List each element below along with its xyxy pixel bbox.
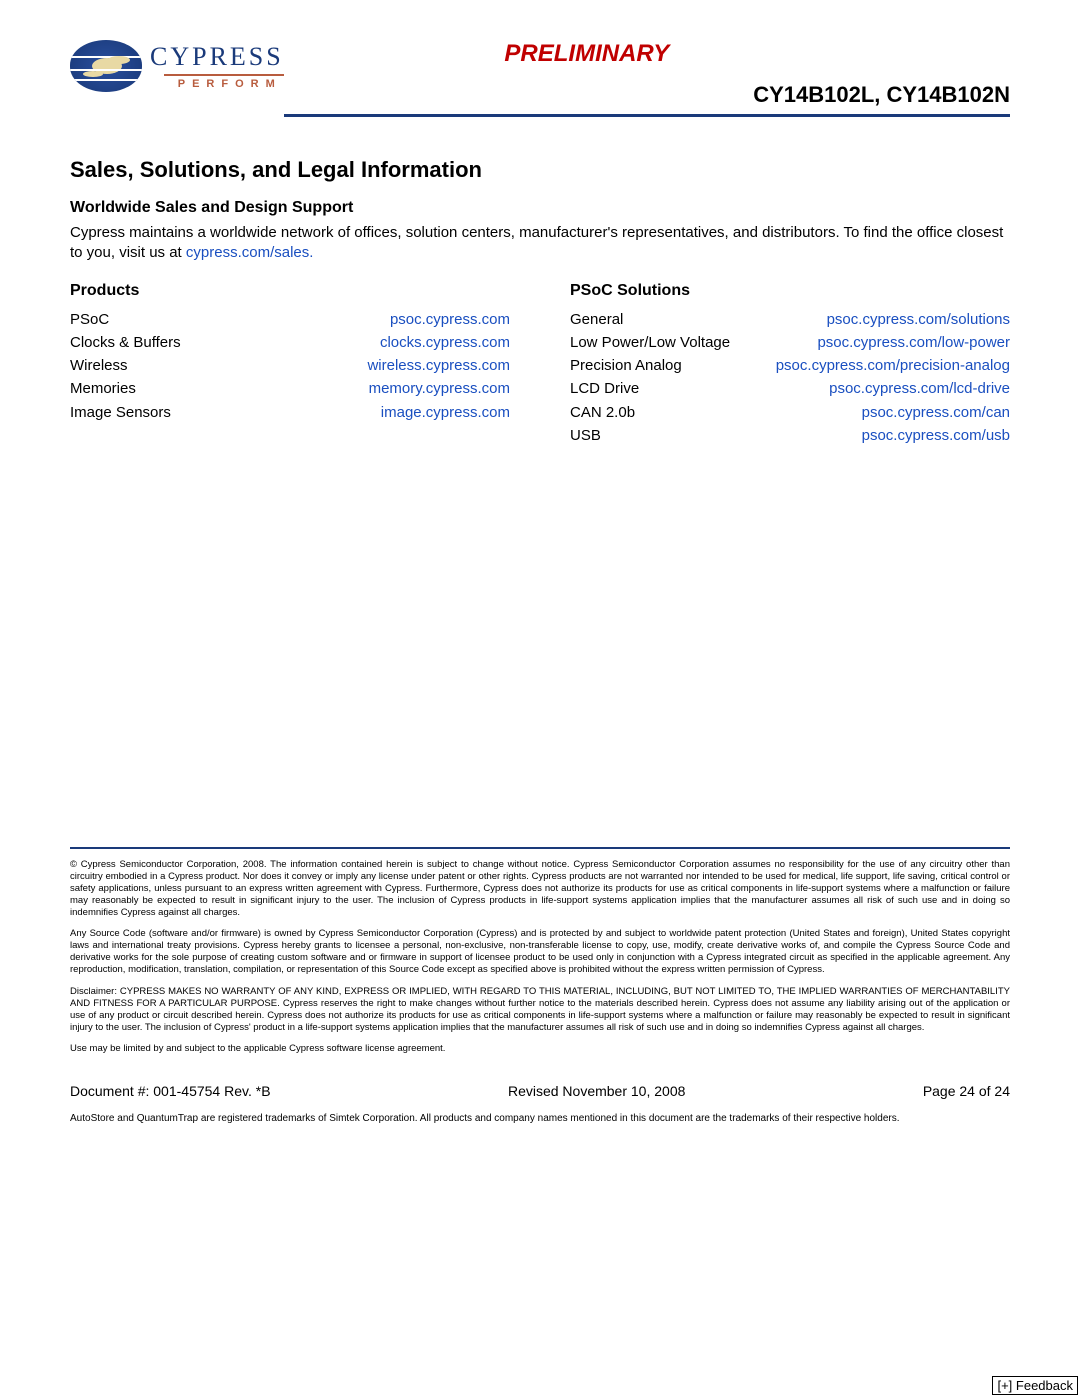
trademark-note: AutoStore and QuantumTrap are registered… xyxy=(70,1113,1010,1124)
part-numbers: CY14B102L, CY14B102N xyxy=(284,82,1010,108)
brand-tagline: PERFORM xyxy=(150,78,282,90)
product-label: Image Sensors xyxy=(70,401,171,424)
doc-number: Document #: 001-45754 Rev. *B xyxy=(70,1083,271,1099)
page-number: Page 24 of 24 xyxy=(923,1083,1010,1099)
globe-icon xyxy=(70,40,142,92)
legal-p3: Disclaimer: CYPRESS MAKES NO WARRANTY OF… xyxy=(70,986,1010,1034)
product-row: Wireless wireless.cypress.com xyxy=(70,354,510,377)
header-rule xyxy=(284,114,1010,117)
solution-row: LCD Drive psoc.cypress.com/lcd-drive xyxy=(570,377,1010,400)
solution-label: Low Power/Low Voltage xyxy=(570,331,730,354)
solution-row: Precision Analog psoc.cypress.com/precisi… xyxy=(570,354,1010,377)
preliminary-label: PRELIMINARY xyxy=(284,40,890,68)
sales-link[interactable]: cypress.com/sales. xyxy=(186,244,314,261)
solution-row: General psoc.cypress.com/solutions xyxy=(570,308,1010,331)
solution-link[interactable]: psoc.cypress.com/low-power xyxy=(817,331,1010,354)
product-link[interactable]: clocks.cypress.com xyxy=(380,331,510,354)
product-label: Memories xyxy=(70,377,136,400)
brand-name: CYPRESS xyxy=(150,42,284,72)
solutions-heading: PSoC Solutions xyxy=(570,282,1010,300)
revised-date: Revised November 10, 2008 xyxy=(508,1083,685,1099)
product-link[interactable]: memory.cypress.com xyxy=(369,377,510,400)
product-row: Clocks & Buffers clocks.cypress.com xyxy=(70,331,510,354)
solution-link[interactable]: psoc.cypress.com/solutions xyxy=(827,308,1010,331)
product-link[interactable]: psoc.cypress.com xyxy=(390,308,510,331)
solution-label: Precision Analog xyxy=(570,354,682,377)
solution-row: Low Power/Low Voltage psoc.cypress.com/lo… xyxy=(570,331,1010,354)
page-header: CYPRESS PERFORM PRELIMINARY CY14B102L, C… xyxy=(70,40,1010,117)
solutions-column: PSoC Solutions General psoc.cypress.com/s… xyxy=(570,282,1010,448)
logo-block: CYPRESS PERFORM xyxy=(70,40,284,92)
product-row: PSoC psoc.cypress.com xyxy=(70,308,510,331)
product-label: PSoC xyxy=(70,308,109,331)
solution-label: CAN 2.0b xyxy=(570,401,635,424)
product-row: Memories memory.cypress.com xyxy=(70,377,510,400)
legal-p2: Any Source Code (software and/or firmwar… xyxy=(70,928,1010,976)
solution-row: CAN 2.0b psoc.cypress.com/can xyxy=(570,401,1010,424)
product-link[interactable]: image.cypress.com xyxy=(381,401,510,424)
product-label: Clocks & Buffers xyxy=(70,331,181,354)
feedback-button[interactable]: [+] Feedback xyxy=(992,1376,1078,1395)
solution-label: LCD Drive xyxy=(570,377,639,400)
solution-link[interactable]: psoc.cypress.com/usb xyxy=(862,424,1010,447)
footer-row: Document #: 001-45754 Rev. *B Revised No… xyxy=(70,1083,1010,1099)
legal-rule xyxy=(70,847,1010,849)
solution-link[interactable]: psoc.cypress.com/lcd-drive xyxy=(829,377,1010,400)
section-title: Sales, Solutions, and Legal Information xyxy=(70,157,1010,183)
legal-p4: Use may be limited by and subject to the… xyxy=(70,1043,1010,1055)
legal-p1: © Cypress Semiconductor Corporation, 200… xyxy=(70,859,1010,918)
solution-label: General xyxy=(570,308,623,331)
product-link[interactable]: wireless.cypress.com xyxy=(367,354,510,377)
products-column: Products PSoCpsoc.cypress.comClocks & Bu… xyxy=(70,282,510,448)
products-heading: Products xyxy=(70,282,510,300)
product-row: Image Sensors image.cypress.com xyxy=(70,401,510,424)
solution-label: USB xyxy=(570,424,601,447)
product-label: Wireless xyxy=(70,354,128,377)
support-heading: Worldwide Sales and Design Support xyxy=(70,199,1010,217)
solution-link[interactable]: psoc.cypress.com/precision-analog xyxy=(776,354,1010,377)
solution-link[interactable]: psoc.cypress.com/can xyxy=(862,401,1010,424)
support-text: Cypress maintains a worldwide network of… xyxy=(70,223,1010,264)
solution-row: USB psoc.cypress.com/usb xyxy=(570,424,1010,447)
